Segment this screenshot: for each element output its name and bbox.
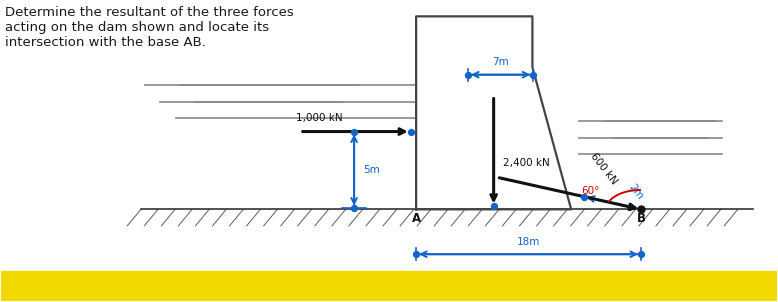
Point <box>348 206 360 211</box>
Text: 7m: 7m <box>492 57 509 67</box>
Point <box>462 72 475 77</box>
Text: A: A <box>412 212 421 225</box>
Point <box>348 129 360 134</box>
Point <box>635 252 647 257</box>
Polygon shape <box>416 16 571 209</box>
Text: Determine the resultant of the three forces
acting on the dam shown and locate i: Determine the resultant of the three for… <box>5 6 294 49</box>
Bar <box>2 271 776 300</box>
Point <box>405 129 417 134</box>
Text: B: B <box>636 212 646 225</box>
Text: 5m: 5m <box>363 165 380 175</box>
Text: 1,000 kN: 1,000 kN <box>296 113 342 123</box>
Text: 600 kN: 600 kN <box>588 151 619 186</box>
Text: 18m: 18m <box>517 237 540 247</box>
Text: 2m: 2m <box>626 182 644 201</box>
Point <box>527 72 539 77</box>
Point <box>488 204 500 209</box>
Text: 2,400 kN: 2,400 kN <box>503 158 550 168</box>
Text: 60°: 60° <box>581 186 600 196</box>
Point <box>577 194 590 199</box>
Point <box>635 207 647 212</box>
Point <box>410 252 422 257</box>
